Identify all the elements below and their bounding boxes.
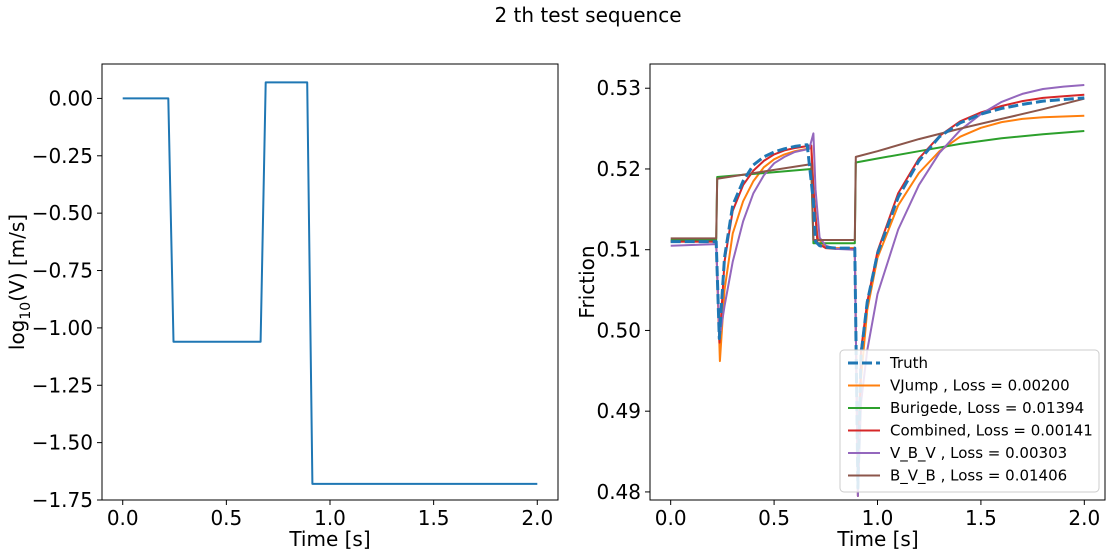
chart-left: 0.0 0.5 1.0 1.5 2.0 0.00 −0.25 −0.50 −0.75 −1.00 −… [5, 63, 559, 551]
legend-entry-label: Truth [889, 354, 928, 372]
legend-entry-label: V_B_V , Loss = 0.00303 [890, 444, 1067, 463]
figure-suptitle: 2 th test sequence [494, 3, 681, 27]
left-xtick-label: 2.0 [521, 506, 553, 530]
left-xtick-label: 1.0 [314, 506, 346, 530]
left-series-line-0 [122, 81, 538, 485]
left-ytick-label: −0.50 [32, 201, 93, 225]
right-ytick-label: 0.53 [596, 76, 641, 100]
right-series-line-0 [670, 96, 1085, 490]
left-ytick-label: −1.00 [32, 316, 93, 340]
legend-entry-label: Combined, Loss = 0.00141 [890, 422, 1093, 440]
left-xtick-label: 0.5 [210, 506, 242, 530]
right-series-line-5 [670, 97, 1085, 241]
legend-entry-label: VJump , Loss = 0.00200 [890, 377, 1070, 395]
right-xtick-label: 2.0 [1068, 506, 1100, 530]
legend-entry-label: Burigede, Loss = 0.01394 [890, 399, 1084, 417]
legend-entry-label: B_V_B , Loss = 0.01406 [890, 467, 1067, 486]
chart-right-plot-area [670, 84, 1085, 497]
left-ytick-label: −1.25 [32, 373, 93, 397]
chart-right-ylabel: Friction [575, 245, 599, 318]
right-ytick-label: 0.51 [596, 238, 641, 262]
left-ytick-label: 0.00 [48, 86, 93, 110]
left-xtick-label: 0.0 [107, 506, 139, 530]
right-ytick-label: 0.49 [596, 399, 641, 423]
legend-box [839, 349, 1100, 493]
right-xtick-label: 1.5 [965, 506, 997, 530]
right-xtick-label: 0.0 [655, 506, 687, 530]
right-ytick-label: 0.50 [596, 318, 641, 342]
chart-left-xlabel: Time [s] [288, 527, 370, 551]
chart-right-ticks: 0.0 0.5 1.0 1.5 2.0 0.48 0.49 0.50 0.51 0.52 0.53 [596, 76, 1100, 530]
chart-left-ylabel: log10(V) [m/s] [5, 214, 34, 350]
chart-left-plot-area [122, 81, 538, 485]
right-ytick-label: 0.48 [596, 480, 641, 504]
left-ytick-label: −1.50 [32, 431, 93, 455]
left-ytick-label: −0.75 [32, 259, 93, 283]
right-ytick-label: 0.52 [596, 157, 641, 181]
chart-left-ticks: 0.0 0.5 1.0 1.5 2.0 0.00 −0.25 −0.50 −0.75 −1.00 −… [32, 86, 553, 530]
left-ytick-label: −1.75 [32, 488, 93, 512]
right-xtick-label: 1.0 [862, 506, 894, 530]
chart-right: 0.0 0.5 1.0 1.5 2.00.480.490.500.510.520.53 … [575, 63, 1106, 551]
chart-right-xlabel: Time [s] [836, 527, 918, 551]
left-xtick-label: 1.5 [418, 506, 450, 530]
chart-right-legend: Truth VJump , Loss = 0.00200 Burigede, Los… [839, 349, 1100, 493]
right-xtick-label: 0.5 [758, 506, 790, 530]
left-ytick-label: −0.25 [32, 144, 93, 168]
